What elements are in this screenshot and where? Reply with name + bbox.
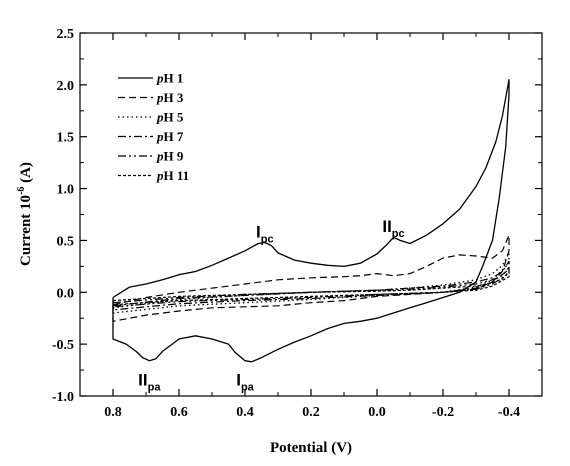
- y-tick-label: 1.0: [57, 183, 75, 198]
- x-tick-label: 0.4: [236, 405, 254, 420]
- peak-annotations: Ipc IIpc IIpa Ipa: [138, 217, 404, 393]
- axis-ticks: 0.8 0.6 0.4 0.2 0.0 -0.2 -0.4 -1.0 -0.5 0.0 0.5 1.0…: [52, 27, 542, 420]
- series-line-2: [112, 234, 510, 322]
- x-tick-label: 0.0: [368, 405, 386, 420]
- peak-label: IIpc: [382, 217, 404, 240]
- x-axis-title: Potential (V): [270, 440, 352, 456]
- legend-label: pH 5: [156, 110, 184, 125]
- y-tick-label: 0.0: [57, 286, 75, 301]
- x-tick-label: 0.6: [170, 405, 188, 420]
- legend-label: pH 11: [156, 168, 189, 183]
- series-line-6: [112, 270, 510, 306]
- x-tick-label: -0.4: [498, 405, 520, 420]
- y-axis-title: Current 10-6 (A): [16, 162, 34, 266]
- x-tick-label: 0.2: [302, 405, 320, 420]
- y-tick-label: -0.5: [52, 338, 74, 353]
- series-line-5: [112, 266, 510, 308]
- legend-label: pH 1: [156, 71, 183, 86]
- peak-label: IIpa: [138, 371, 161, 394]
- y-tick-label: 0.5: [57, 234, 75, 249]
- plot-frame: [79, 32, 543, 397]
- x-tick-label: 0.8: [104, 405, 122, 420]
- peak-label: Ipc: [256, 222, 274, 245]
- y-axis-title-unit: (A): [18, 162, 34, 187]
- y-tick-label: 2.5: [57, 27, 75, 42]
- x-tick-label: -0.2: [432, 405, 454, 420]
- legend-label: pH 9: [156, 149, 184, 164]
- series-group: [112, 79, 510, 363]
- legend-label: pH 7: [156, 129, 184, 144]
- y-tick-label: -1.0: [52, 390, 74, 405]
- y-tick-label: 1.5: [57, 131, 75, 146]
- legend: pH 1 pH 3 pH 5 pH 7 pH 9 pH 11: [118, 71, 189, 183]
- peak-label: Ipa: [236, 371, 254, 394]
- y-axis-title-sup: -6: [16, 187, 27, 195]
- y-axis-title-main: Current 10: [18, 195, 34, 266]
- series-line-1: [112, 79, 510, 363]
- y-tick-label: 2.0: [57, 79, 75, 94]
- legend-label: pH 3: [156, 90, 184, 105]
